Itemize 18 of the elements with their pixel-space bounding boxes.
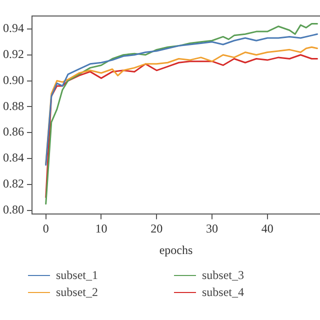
y-tick-label: 0.82 xyxy=(3,176,24,191)
x-tick-label: 20 xyxy=(150,222,163,236)
y-tick-label: 0.88 xyxy=(3,98,24,113)
y-tick-label: 0.94 xyxy=(3,21,24,36)
x-tick-label: 0 xyxy=(42,222,49,236)
legend-label: subset_1 xyxy=(56,268,98,283)
x-tick-label: 40 xyxy=(261,222,274,236)
y-tick-label: 0.86 xyxy=(3,124,24,139)
x-axis-title: epochs xyxy=(159,242,193,257)
x-tick-label: 10 xyxy=(95,222,108,236)
y-tick-label: 0.84 xyxy=(3,150,24,165)
y-tick-label: 0.90 xyxy=(3,72,24,87)
y-tick-label: 0.80 xyxy=(3,202,24,216)
legend-label: subset_3 xyxy=(202,268,244,283)
legend-label: subset_4 xyxy=(202,285,244,300)
y-tick-label: 0.92 xyxy=(3,47,24,62)
legend-label: subset_2 xyxy=(56,285,98,300)
x-tick-label: 30 xyxy=(206,222,218,236)
